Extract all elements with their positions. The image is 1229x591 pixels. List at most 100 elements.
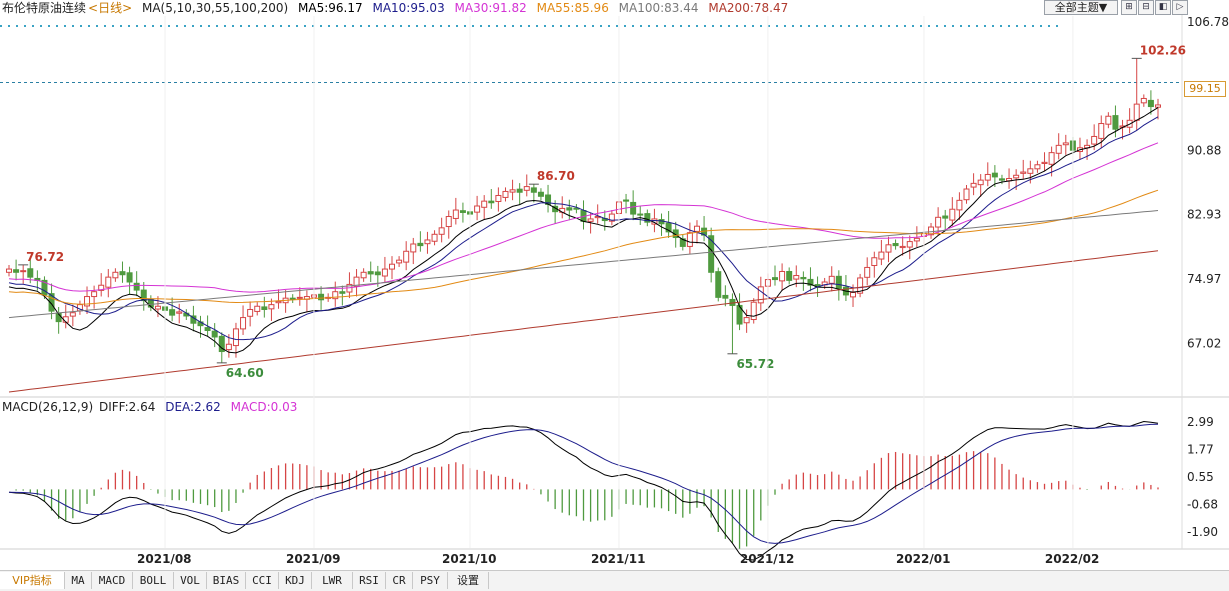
macd-title: MACD(26,12,9)	[2, 400, 94, 414]
current-price-tag: 99.15	[1184, 81, 1226, 97]
candle	[885, 244, 892, 253]
candle	[928, 226, 935, 236]
high-price-label: 86.70	[537, 169, 575, 183]
candle	[1041, 161, 1048, 164]
candle	[956, 199, 963, 211]
candle	[686, 232, 693, 247]
candle	[878, 251, 885, 260]
candle	[169, 309, 176, 316]
candle	[1091, 135, 1098, 145]
tab-vip[interactable]: VIP指标	[0, 572, 65, 589]
candle	[793, 275, 800, 280]
high-price-label: 76.72	[26, 250, 64, 264]
candle	[587, 218, 594, 222]
candle	[1020, 171, 1027, 174]
time-axis-label: 2021/11	[591, 552, 645, 566]
candle	[743, 317, 750, 324]
high-price-label: 102.26	[1140, 43, 1186, 57]
tab-lwr[interactable]: LWR	[312, 572, 353, 589]
ma30-label: MA30:91.82	[454, 1, 527, 15]
candle	[722, 294, 729, 299]
candle	[984, 173, 991, 181]
candle	[864, 266, 871, 278]
candle	[247, 308, 254, 317]
theme-dropdown[interactable]: 全部主题▼	[1044, 0, 1118, 15]
candle	[459, 210, 466, 213]
candle	[1098, 123, 1105, 139]
tab-boll[interactable]: BOLL	[133, 572, 174, 589]
candle	[665, 222, 672, 233]
tab-vol[interactable]: VOL	[174, 572, 207, 589]
candle	[410, 243, 417, 253]
layout-icon[interactable]: ◧	[1155, 0, 1171, 15]
ma10-line	[8, 116, 1159, 341]
macd-dea-label: DEA:2.62	[165, 400, 221, 414]
candle	[98, 284, 105, 291]
indicator-tabbar: VIP指标 MA MACD BOLL VOL BIAS CCI KDJ LWR …	[0, 570, 1229, 591]
candle	[835, 275, 842, 289]
candle	[608, 213, 615, 222]
candle	[396, 259, 403, 264]
candle	[474, 205, 481, 213]
macd-axis-tick: -1.90	[1187, 525, 1218, 539]
ma100-line	[8, 210, 1159, 319]
candle	[431, 233, 438, 242]
candle	[69, 312, 76, 317]
candle	[254, 305, 261, 312]
play-icon[interactable]: ▷	[1172, 0, 1188, 15]
candle	[566, 207, 573, 211]
candle	[381, 268, 388, 277]
candle	[516, 188, 523, 193]
ma-params: MA(5,10,30,55,100,200)	[141, 1, 289, 15]
candle	[871, 257, 878, 267]
candle	[679, 238, 686, 247]
ma30-line	[8, 142, 1159, 293]
candle	[857, 277, 864, 294]
candle	[119, 271, 126, 276]
candle	[530, 187, 537, 193]
zoom-out-icon[interactable]: ⊟	[1138, 0, 1154, 15]
tab-rsi[interactable]: RSI	[353, 572, 386, 589]
candle	[786, 270, 793, 281]
candle	[367, 271, 374, 275]
candle	[261, 306, 268, 310]
candle	[240, 317, 247, 330]
candle	[211, 330, 218, 338]
tab-cr[interactable]: CR	[386, 572, 413, 589]
candle	[232, 328, 239, 347]
ma100-label: MA100:83.44	[618, 1, 699, 15]
candle	[623, 199, 630, 202]
time-axis-label: 2022/01	[896, 552, 950, 566]
candle	[899, 245, 906, 249]
tab-cci[interactable]: CCI	[246, 572, 279, 589]
tab-ma[interactable]: MA	[65, 572, 92, 589]
tab-bias[interactable]: BIAS	[207, 572, 246, 589]
candle	[757, 286, 764, 304]
ma200-label: MA200:78.47	[708, 1, 789, 15]
candle	[949, 208, 956, 221]
candle	[275, 300, 282, 304]
price-axis-tick: 82.93	[1187, 208, 1221, 222]
tab-kdj[interactable]: KDJ	[279, 572, 312, 589]
candle	[892, 243, 899, 247]
price-legend: 布伦特原油连续 <日线> MA(5,10,30,55,100,200) MA5:9…	[2, 0, 794, 16]
grid-toggle-icon[interactable]: ⊞	[1121, 0, 1137, 15]
candle	[850, 292, 857, 298]
candle	[424, 239, 431, 245]
candle	[332, 291, 339, 300]
time-axis-label: 2021/12	[740, 552, 794, 566]
candle	[942, 215, 949, 219]
candle	[828, 275, 835, 284]
candle	[289, 297, 296, 300]
tab-settings[interactable]: 设置	[448, 572, 489, 589]
tab-macd[interactable]: MACD	[92, 572, 133, 589]
candle	[403, 250, 410, 263]
candle	[1048, 152, 1055, 165]
timeframe-selector[interactable]: <日线>	[88, 1, 133, 15]
candle	[1105, 115, 1112, 125]
candle	[495, 194, 502, 202]
macd-axis-tick: 0.55	[1187, 470, 1214, 484]
price-axis-tick: 74.97	[1187, 272, 1221, 286]
tab-psy[interactable]: PSY	[413, 572, 448, 589]
candle	[637, 213, 644, 216]
